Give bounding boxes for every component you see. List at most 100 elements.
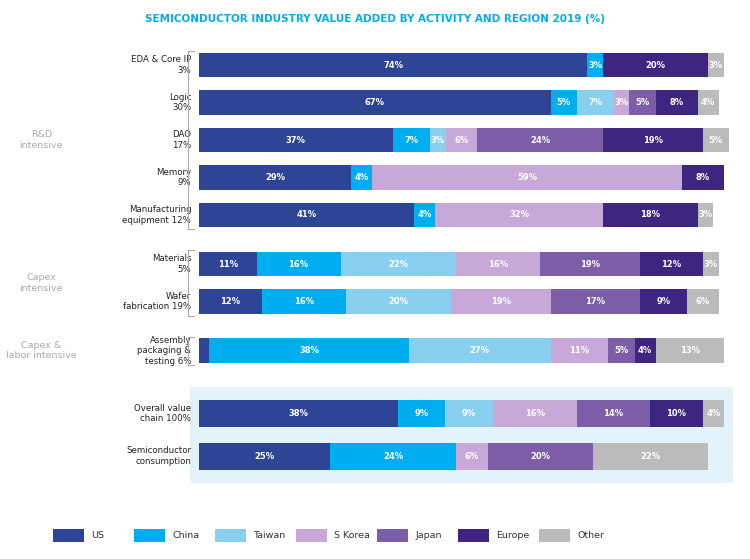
Text: 24%: 24%	[383, 452, 403, 461]
Text: 41%: 41%	[296, 210, 316, 220]
Bar	[199, 338, 209, 363]
Bar	[603, 53, 708, 77]
Text: Other: Other	[578, 531, 604, 540]
Text: Logic
30%: Logic 30%	[169, 93, 191, 112]
Text: Capex &
labor intensive: Capex & labor intensive	[6, 341, 76, 361]
Bar	[698, 202, 713, 227]
Bar	[703, 127, 729, 152]
Text: 3%: 3%	[614, 98, 628, 107]
Bar	[550, 90, 577, 115]
Text: 4%: 4%	[706, 409, 720, 418]
Bar	[687, 289, 718, 314]
Text: 32%: 32%	[509, 210, 529, 220]
Bar	[488, 443, 592, 470]
Bar	[446, 127, 477, 152]
Text: Materials
5%: Materials 5%	[152, 254, 191, 274]
Text: 38%: 38%	[289, 409, 308, 418]
Bar	[330, 443, 456, 470]
Bar	[262, 289, 346, 314]
Bar	[703, 252, 718, 276]
Text: Taiwan: Taiwan	[254, 531, 286, 540]
Text: 11%: 11%	[569, 346, 590, 356]
Text: 24%: 24%	[530, 135, 550, 145]
Text: 3%: 3%	[704, 259, 718, 269]
Bar	[456, 252, 540, 276]
Text: 9%: 9%	[462, 409, 476, 418]
Bar	[550, 338, 608, 363]
Bar	[430, 127, 445, 152]
Text: 3%: 3%	[698, 210, 712, 220]
Text: 16%: 16%	[289, 259, 308, 269]
Text: 12%: 12%	[662, 259, 681, 269]
Text: 19%: 19%	[580, 259, 600, 269]
Text: Capex
intensive: Capex intensive	[20, 273, 63, 292]
Bar	[538, 529, 570, 542]
Bar	[656, 338, 724, 363]
Text: Memory
9%: Memory 9%	[156, 168, 191, 187]
Text: 5%: 5%	[635, 98, 650, 107]
Bar	[640, 289, 687, 314]
Text: 3%: 3%	[588, 60, 602, 70]
Text: 5%: 5%	[614, 346, 628, 356]
Text: 20%: 20%	[530, 452, 550, 461]
Bar	[550, 289, 640, 314]
Text: 7%: 7%	[404, 135, 418, 145]
Bar	[587, 53, 603, 77]
Text: 4%: 4%	[354, 173, 369, 182]
Bar	[703, 400, 724, 427]
Bar	[372, 165, 682, 190]
Text: 9%: 9%	[415, 409, 429, 418]
Text: 4%: 4%	[638, 346, 652, 356]
Bar	[351, 165, 372, 190]
Text: US: US	[92, 531, 104, 540]
Text: 4%: 4%	[701, 98, 715, 107]
Text: Europe: Europe	[496, 531, 530, 540]
Text: 3%: 3%	[430, 135, 445, 145]
Text: 9%: 9%	[656, 297, 670, 306]
Bar	[493, 400, 577, 427]
Bar	[199, 252, 256, 276]
Text: 8%: 8%	[670, 98, 683, 107]
Text: 3%: 3%	[709, 60, 723, 70]
Bar	[199, 90, 550, 115]
Bar	[477, 127, 603, 152]
Bar	[409, 338, 550, 363]
Text: 67%: 67%	[364, 98, 385, 107]
Bar	[393, 127, 430, 152]
Text: 5%: 5%	[709, 135, 723, 145]
Text: China: China	[172, 531, 200, 540]
Bar	[458, 529, 489, 542]
Text: 14%: 14%	[604, 409, 623, 418]
Bar	[629, 90, 656, 115]
Bar	[199, 165, 351, 190]
Text: 7%: 7%	[588, 98, 602, 107]
Text: 4%: 4%	[418, 210, 432, 220]
Text: 38%: 38%	[299, 346, 319, 356]
Bar	[592, 443, 708, 470]
Text: R&D
intensive: R&D intensive	[20, 130, 63, 150]
Bar	[446, 400, 493, 427]
Bar	[656, 90, 698, 115]
Bar	[650, 400, 703, 427]
Bar	[603, 127, 703, 152]
Bar	[209, 338, 409, 363]
Text: 29%: 29%	[265, 173, 285, 182]
Bar	[708, 53, 724, 77]
Bar	[199, 127, 393, 152]
Text: 6%: 6%	[464, 452, 478, 461]
Bar	[614, 90, 629, 115]
Text: Manufacturing
equipment 12%: Manufacturing equipment 12%	[122, 205, 191, 225]
Bar	[640, 252, 703, 276]
Text: 22%: 22%	[640, 452, 660, 461]
Text: Japan: Japan	[416, 531, 442, 540]
Text: 10%: 10%	[667, 409, 686, 418]
Text: 12%: 12%	[220, 297, 240, 306]
Text: 19%: 19%	[643, 135, 663, 145]
Text: Overall value
chain 100%: Overall value chain 100%	[134, 404, 191, 423]
Bar	[214, 529, 246, 542]
Bar	[199, 289, 262, 314]
Text: 20%: 20%	[646, 60, 665, 70]
Bar	[577, 400, 650, 427]
Bar	[199, 53, 587, 77]
Text: 37%: 37%	[286, 135, 306, 145]
